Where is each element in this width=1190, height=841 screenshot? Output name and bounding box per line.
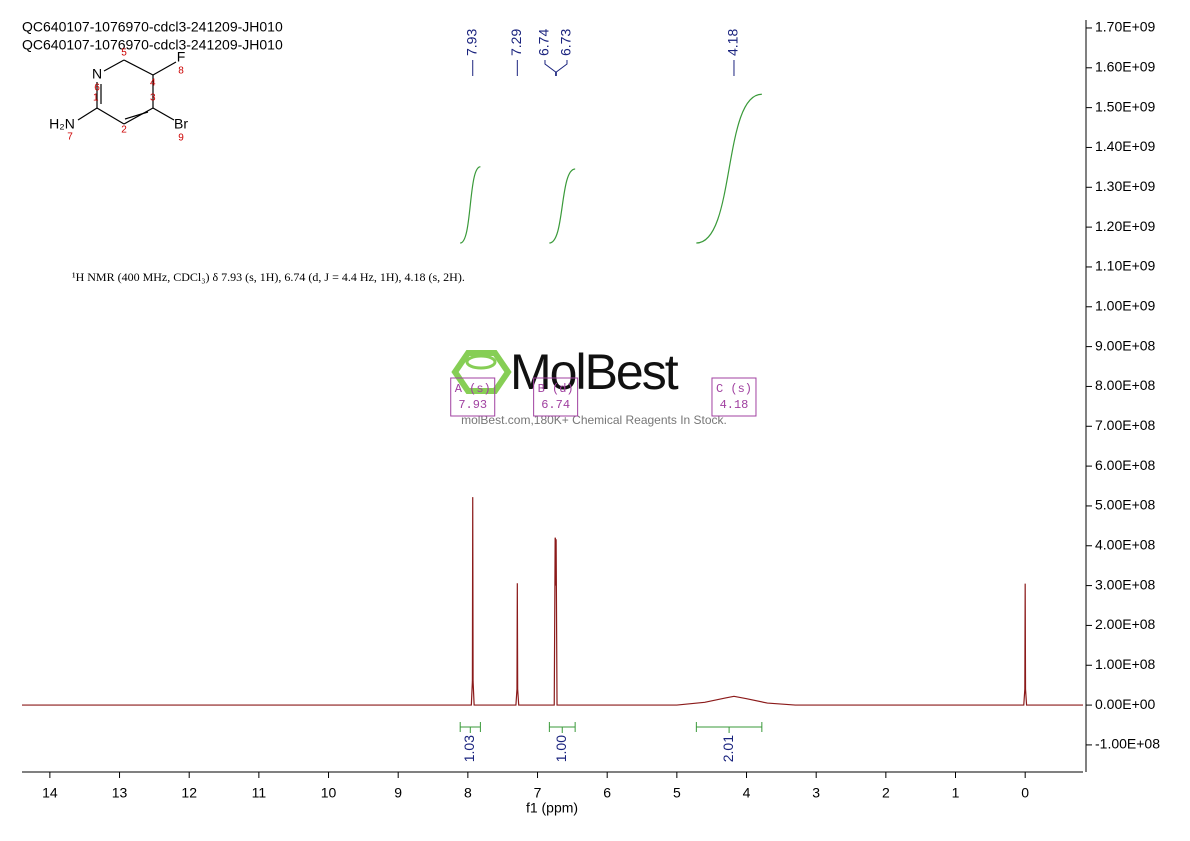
multiplet-shift: 4.18 (720, 398, 749, 412)
y-tick-label: 6.00E+08 (1095, 457, 1156, 473)
y-tick-label: 9.00E+08 (1095, 337, 1156, 353)
x-tick-label: 9 (394, 785, 402, 801)
peak-label: 6.73 (558, 29, 574, 56)
structure (77, 59, 177, 125)
y-tick-label: 5.00E+08 (1095, 497, 1156, 513)
y-tick-label: 1.40E+09 (1095, 138, 1156, 154)
atom-number: 8 (178, 66, 184, 77)
x-tick-label: 3 (812, 785, 820, 801)
peak-label: 4.18 (725, 29, 741, 56)
title: QC640107-1076970-cdcl3-241209-JH010 (22, 37, 283, 53)
x-tick-label: 1 (952, 785, 960, 801)
y-tick-label: 7.00E+08 (1095, 417, 1156, 433)
integral-curve (696, 93, 762, 244)
x-tick-label: 4 (743, 785, 751, 801)
nmr-description: ¹H NMR (400 MHz, CDCl₃) δ 7.93 (s, 1H), … (72, 270, 465, 284)
x-tick-label: 8 (464, 785, 472, 801)
integral-bracket (459, 722, 481, 733)
multiplet-box (711, 377, 757, 417)
atom-label: H₂N (49, 116, 75, 132)
x-tick-label: 0 (1021, 785, 1029, 801)
atom-number: 3 (150, 93, 156, 104)
integral-curve (459, 166, 481, 244)
spectrum (22, 497, 1083, 706)
multiplet-name: A (s) (455, 382, 491, 396)
y-tick-label: 1.50E+09 (1095, 98, 1156, 114)
x-axis-label: f1 (ppm) (526, 800, 578, 816)
multiplet-box (450, 377, 496, 417)
atom-label: N (92, 66, 102, 82)
y-tick-label: 0.00E+00 (1095, 696, 1156, 712)
atom-number: 5 (121, 48, 127, 59)
y-tick-label: 1.70E+09 (1095, 19, 1156, 35)
y-tick-label: 1.00E+09 (1095, 297, 1156, 313)
y-tick-label: 4.00E+08 (1095, 536, 1156, 552)
peak-label: 7.93 (463, 29, 479, 56)
peak-label-line (544, 60, 557, 76)
atom-number: 2 (121, 125, 127, 136)
watermark-logo: MolBest (510, 344, 679, 400)
multiplet-box (533, 377, 579, 417)
atom-numbers: 1 2 3 4 5 6 7 8 9 (67, 48, 184, 144)
y-tick-label: 1.30E+09 (1095, 178, 1156, 194)
x-tick-label: 14 (42, 785, 58, 801)
y-tick-label: 1.00E+08 (1095, 656, 1156, 672)
peak-label-line (555, 60, 568, 76)
x-tick-label: 11 (252, 785, 267, 801)
multiplet-name: B (d) (538, 382, 574, 396)
y-tick-label: -1.00E+08 (1095, 736, 1160, 752)
y-tick-label: 2.00E+08 (1095, 616, 1156, 632)
atom-number: 4 (150, 78, 156, 89)
x-tick-label: 12 (181, 785, 197, 801)
title: QC640107-1076970-cdcl3-241209-JH010 (22, 19, 283, 35)
x-tick-label: 6 (603, 785, 611, 801)
y-tick-label: 3.00E+08 (1095, 576, 1156, 592)
atom-number: 7 (67, 132, 73, 143)
atom-label: Br (174, 116, 188, 132)
peak-label: 6.74 (536, 29, 552, 56)
x-tick-label: 13 (112, 785, 128, 801)
integral-bracket (548, 722, 576, 733)
integral-label: 1.03 (461, 735, 477, 762)
multiplet-shift: 6.74 (541, 398, 570, 412)
integral-curve (549, 168, 576, 244)
x-tick-label: 5 (673, 785, 681, 801)
x-tick-label: 2 (882, 785, 890, 801)
integral-bracket (695, 722, 763, 733)
multiplet-shift: 7.93 (458, 398, 487, 412)
x-tick-label: 7 (534, 785, 542, 801)
x-tick-label: 10 (321, 785, 337, 801)
watermark-tagline: molBest.com,180K+ Chemical Reagents In S… (461, 413, 727, 427)
y-tick-label: 1.10E+09 (1095, 258, 1156, 274)
y-tick-label: 1.20E+09 (1095, 218, 1156, 234)
atom-label: F (177, 49, 186, 65)
atom-number: 6 (94, 83, 100, 94)
peak-label: 7.29 (508, 29, 524, 56)
integral-label: 1.00 (553, 735, 569, 762)
multiplet-name: C (s) (716, 382, 752, 396)
integral-label: 2.01 (720, 735, 736, 762)
atom-number: 1 (93, 93, 99, 104)
y-tick-label: 8.00E+08 (1095, 377, 1156, 393)
y-tick-label: 1.60E+09 (1095, 58, 1156, 74)
atom-number: 9 (178, 133, 184, 144)
